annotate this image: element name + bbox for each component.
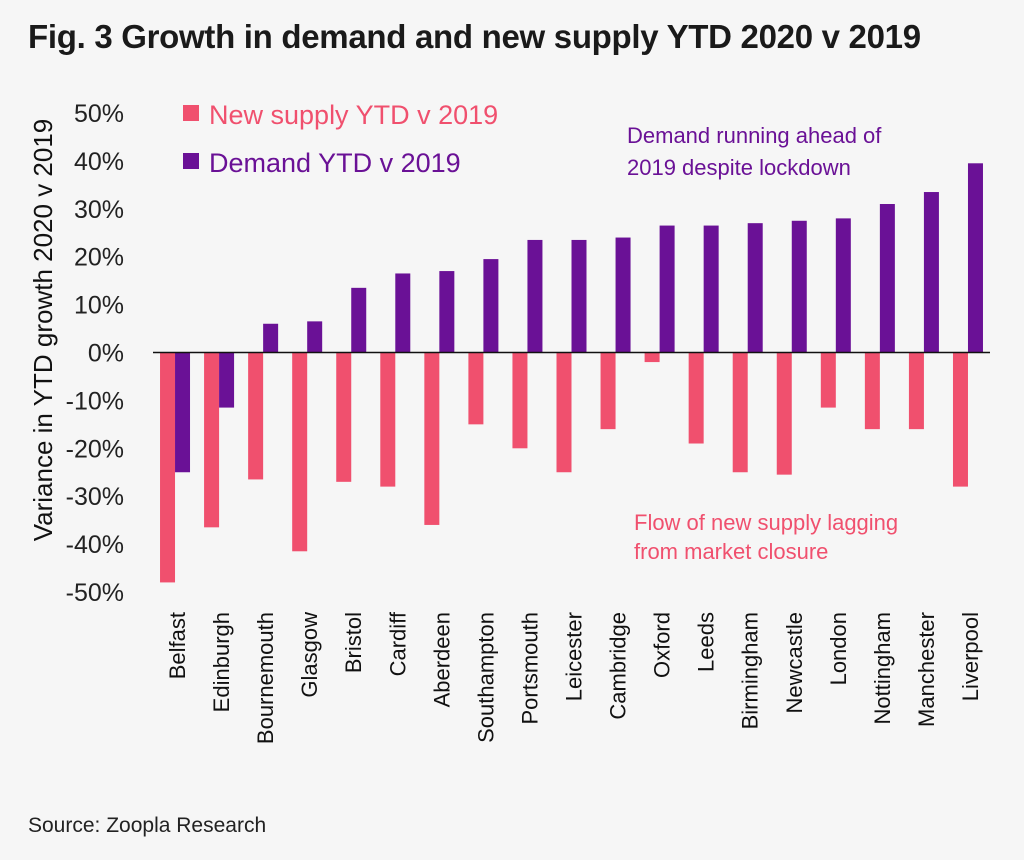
- legend-swatch-supply: [183, 105, 199, 121]
- x-tick-label: Glasgow: [297, 612, 322, 698]
- supply-bar: [688, 352, 704, 444]
- x-tick-label: London: [826, 612, 851, 685]
- y-tick-label: 10%: [74, 292, 124, 320]
- y-tick-label: -30%: [66, 483, 124, 511]
- legend-label-supply: New supply YTD v 2019: [209, 100, 498, 130]
- legend-swatch-demand: [183, 153, 199, 169]
- demand-bar: [263, 323, 279, 353]
- supply-bar: [380, 352, 396, 487]
- supply-bar: [556, 352, 572, 473]
- supply-bar: [908, 352, 924, 430]
- demand-bar: [967, 163, 983, 353]
- y-tick-label: 30%: [74, 196, 124, 224]
- x-tick-label: Nottingham: [870, 612, 895, 725]
- annotation-supply-line-2: from market closure: [634, 539, 828, 564]
- annotation-supply: Flow of new supply lagging from market c…: [634, 510, 898, 564]
- supply-bar: [204, 352, 220, 528]
- y-axis-ticks: 50% 40% 30% 20% 10% 0% -10% -20% -30% -40% -50%: [66, 100, 124, 607]
- supply-bar: [336, 352, 352, 482]
- x-tick-label: Manchester: [914, 612, 939, 727]
- demand-bar: [703, 225, 719, 353]
- supply-bar: [952, 352, 968, 487]
- y-tick-label: 0%: [88, 340, 124, 368]
- supply-bar: [160, 352, 176, 583]
- demand-bar: [747, 223, 763, 353]
- x-tick-label: Oxford: [650, 612, 675, 678]
- y-tick-label: -40%: [66, 531, 124, 559]
- demand-bar: [483, 259, 499, 353]
- legend: New supply YTD v 2019 Demand YTD v 2019: [183, 100, 498, 178]
- x-tick-label: Bournemouth: [253, 612, 278, 744]
- y-axis-label: Variance in YTD growth 2020 v 2019: [28, 119, 58, 542]
- y-tick-label: 50%: [74, 100, 124, 128]
- demand-bar: [659, 225, 675, 353]
- supply-bar: [248, 352, 264, 480]
- x-tick-label: Cambridge: [606, 612, 631, 720]
- annotation-supply-line-1: Flow of new supply lagging: [634, 510, 898, 535]
- x-tick-label: Liverpool: [958, 612, 983, 701]
- supply-bar: [512, 352, 528, 449]
- x-tick-label: Bristol: [341, 612, 366, 673]
- x-tick-label: Leicester: [562, 612, 587, 701]
- demand-bar: [527, 239, 543, 353]
- x-tick-label: Birmingham: [738, 612, 763, 729]
- demand-bar: [175, 352, 191, 473]
- demand-bar: [615, 237, 631, 353]
- supply-bar: [292, 352, 308, 552]
- demand-bar: [835, 218, 851, 353]
- demand-bar: [791, 220, 807, 353]
- demand-bar: [219, 352, 235, 408]
- supply-bar: [864, 352, 880, 430]
- supply-bar: [468, 352, 484, 425]
- x-tick-label: Portsmouth: [517, 612, 542, 725]
- x-tick-label: Newcastle: [782, 612, 807, 713]
- source-note: Source: Zoopla Research: [28, 814, 267, 837]
- x-tick-label: Southampton: [473, 612, 498, 743]
- y-tick-label: 40%: [74, 148, 124, 176]
- supply-bar: [820, 352, 836, 408]
- demand-bar: [879, 204, 895, 353]
- x-tick-label: Cardiff: [385, 611, 410, 676]
- y-tick-label: -10%: [66, 387, 124, 415]
- demand-bar: [923, 192, 939, 353]
- chart-title: Fig. 3 Growth in demand and new supply Y…: [28, 18, 921, 55]
- annotation-demand: Demand running ahead of 2019 despite loc…: [627, 123, 882, 180]
- supply-bar: [732, 352, 748, 473]
- supply-bar: [644, 352, 660, 363]
- demand-bar: [351, 287, 367, 353]
- supply-bar: [424, 352, 440, 525]
- legend-label-demand: Demand YTD v 2019: [209, 148, 461, 178]
- y-tick-label: -50%: [66, 579, 124, 607]
- supply-bar: [600, 352, 616, 430]
- demand-bar: [439, 271, 455, 353]
- supply-bar: [776, 352, 792, 475]
- demand-bar: [395, 273, 411, 353]
- x-tick-label: Edinburgh: [209, 612, 234, 712]
- x-tick-label: Leeds: [694, 612, 719, 672]
- y-tick-label: 20%: [74, 244, 124, 272]
- demand-bar: [571, 239, 587, 353]
- demand-bar: [307, 321, 323, 353]
- x-axis-labels: Belfast Edinburgh Bournemouth Glasgow Bristo…: [165, 611, 983, 744]
- annotation-demand-line-1: Demand running ahead of: [627, 123, 882, 148]
- x-tick-label: Belfast: [165, 612, 190, 679]
- x-tick-label: Aberdeen: [429, 612, 454, 707]
- bars: [160, 163, 983, 583]
- annotation-demand-line-2: 2019 despite lockdown: [627, 155, 851, 180]
- y-tick-label: -20%: [66, 435, 124, 463]
